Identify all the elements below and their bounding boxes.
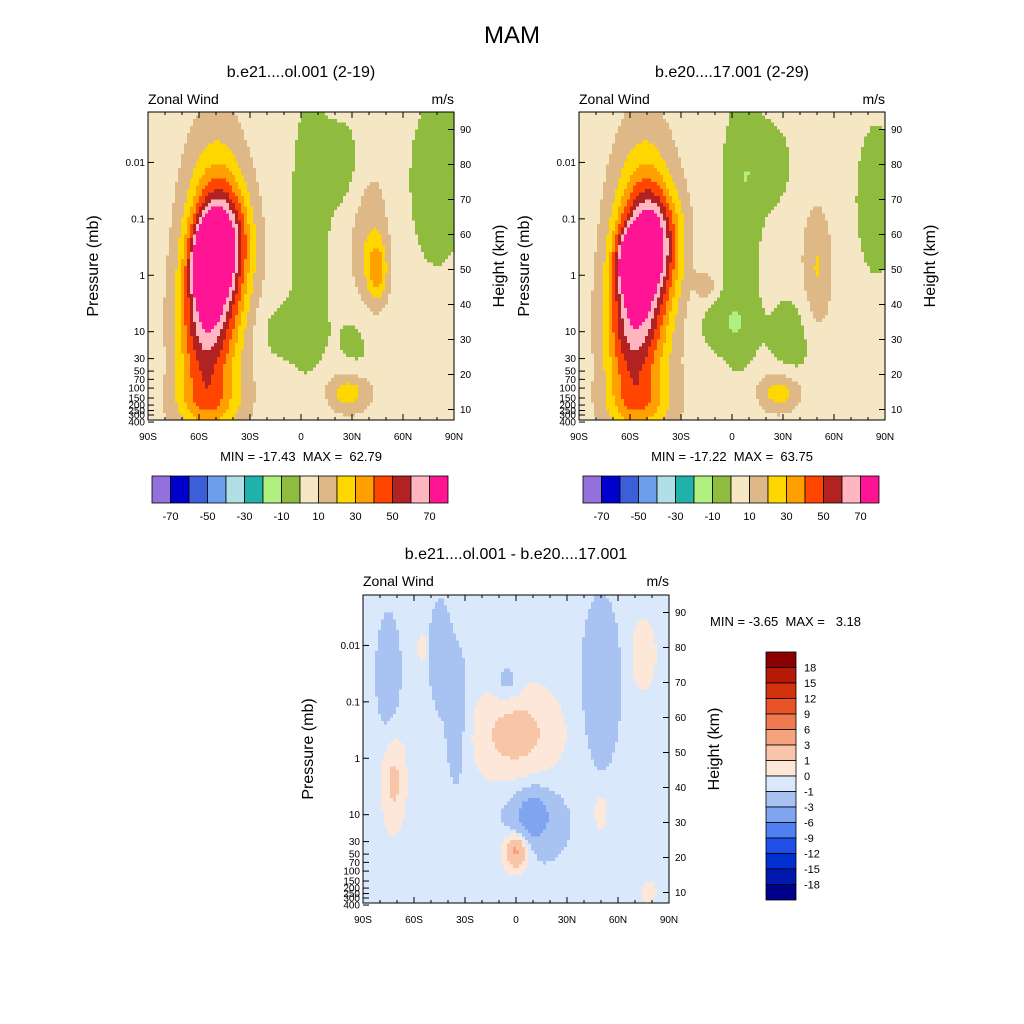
figure-title: MAM <box>484 22 540 49</box>
panel-title: b.e21....ol.001 (2-19) <box>227 64 376 81</box>
left-string: Zonal Wind <box>148 91 219 107</box>
heatmap-field <box>148 112 455 421</box>
figure: MAM b.e21....ol.001 (2-19) Zonal Wind m/… <box>0 0 1024 1024</box>
right-string: m/s <box>431 91 454 107</box>
panel-top-left: b.e21....ol.001 (2-19) Zonal Wind m/s 90… <box>85 64 508 464</box>
